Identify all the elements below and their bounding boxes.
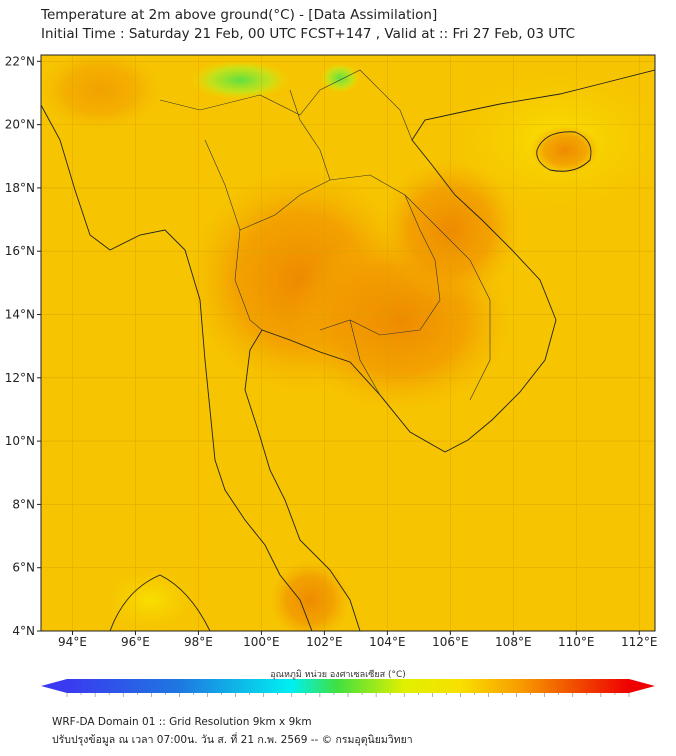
lat-tick-label: 4°N (12, 624, 35, 638)
footer-update-info: ปรับปรุงข้อมูล ณ เวลา 07:00น. วัน ส. ที่… (52, 734, 413, 746)
lat-tick-label: 14°N (5, 308, 35, 322)
colorbar-tick-label: 0 (65, 699, 69, 700)
colorbar-tick-label: 18 (315, 699, 324, 700)
cool-region (190, 60, 290, 100)
colorbar-tick-label: 26 (428, 699, 437, 700)
colorbar: 0246810121416182022242628303234363840 (41, 679, 655, 700)
lat-tick-label: 8°N (12, 497, 35, 511)
colorbar-tick-label: 10 (203, 699, 212, 700)
footer-model-info: WRF-DA Domain 01 :: Grid Resolution 9km … (52, 716, 312, 728)
lat-tick-label: 10°N (5, 434, 35, 448)
colorbar-tick-label: 4 (121, 699, 126, 700)
colorbar-tick-label: 28 (456, 699, 465, 700)
colorbar-gradient (67, 679, 629, 693)
colorbar-min-extension (41, 679, 67, 693)
colorbar-tick-label: 36 (568, 699, 577, 700)
chart-subtitle: Initial Time : Saturday 21 Feb, 00 UTC F… (41, 26, 576, 42)
colorbar-max-extension (629, 679, 655, 693)
lon-tick-label: 108°E (495, 635, 532, 649)
lon-tick-label: 112°E (621, 635, 658, 649)
coastlines (41, 69, 655, 631)
lon-tick-label: 96°E (121, 635, 150, 649)
colorbar-tick-label: 20 (344, 699, 353, 700)
colorbar-tick-label: 8 (177, 699, 181, 700)
colorbar-tick-label: 6 (149, 699, 154, 700)
temperature-map: 94°E 96°E 98°E 100°E 102°E 104°E 106°E 108°E 110… (5, 54, 658, 700)
colorbar-tick-label: 16 (287, 699, 296, 700)
lat-tick-label: 18°N (5, 181, 35, 195)
lon-tick-label: 104°E (369, 635, 406, 649)
lon-tick-label: 102°E (306, 635, 343, 649)
colorbar-tick-label: 38 (596, 699, 605, 700)
map-frame (40, 54, 656, 632)
lon-tick-label: 94°E (58, 635, 87, 649)
colorbar-label: อุณหภูมิ หน่วย องศาเซลเซียส (°C) (270, 670, 406, 680)
lon-tick-label: 100°E (243, 635, 280, 649)
lon-tick-label: 106°E (432, 635, 469, 649)
lat-tick-label: 12°N (5, 371, 35, 385)
colorbar-tick-label: 40 (625, 699, 634, 700)
colorbar-tick-label: 30 (484, 699, 493, 700)
lon-tick-label: 110°E (558, 635, 595, 649)
lat-tick-label: 22°N (5, 54, 35, 68)
lat-tick-label: 6°N (12, 561, 35, 575)
colorbar-tick-label: 2 (93, 699, 97, 700)
colorbar-tick-label: 32 (512, 699, 521, 700)
colorbar-tick-label: 22 (372, 699, 381, 700)
gridlines (41, 55, 655, 631)
lat-tick-label: 20°N (5, 118, 35, 132)
colorbar-tick-label: 34 (540, 699, 549, 700)
chart-title: Temperature at 2m above ground(°C) - [Da… (41, 7, 438, 23)
colorbar-tick-label: 12 (231, 699, 240, 700)
country-borders (159, 69, 491, 401)
map-panel (41, 55, 655, 631)
colorbar-tick-label: 14 (259, 699, 268, 700)
lon-tick-label: 98°E (184, 635, 213, 649)
lat-tick-label: 16°N (5, 244, 35, 258)
colorbar-tick-label: 24 (400, 699, 409, 700)
